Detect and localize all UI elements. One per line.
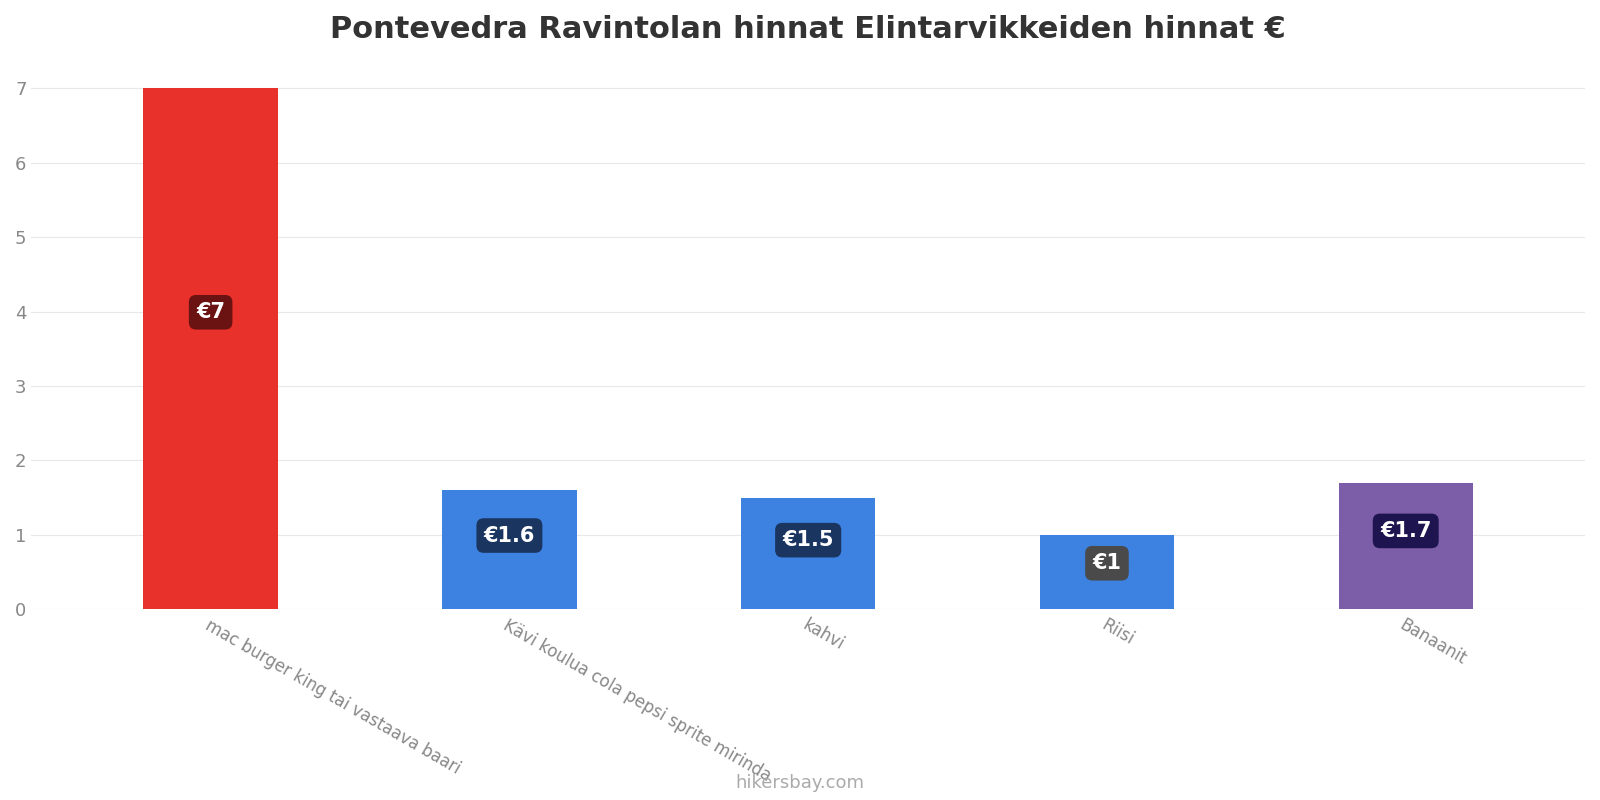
Bar xyxy=(144,88,278,610)
Text: €1.5: €1.5 xyxy=(782,530,834,550)
Bar xyxy=(1339,483,1474,610)
Text: €1.6: €1.6 xyxy=(483,526,534,546)
Bar xyxy=(442,490,576,610)
Title: Pontevedra Ravintolan hinnat Elintarvikkeiden hinnat €: Pontevedra Ravintolan hinnat Elintarvikk… xyxy=(330,15,1286,44)
Bar xyxy=(1040,535,1174,610)
Text: €7: €7 xyxy=(197,302,226,322)
Text: hikersbay.com: hikersbay.com xyxy=(736,774,864,792)
Text: €1: €1 xyxy=(1093,554,1122,574)
Bar xyxy=(741,498,875,610)
Text: €1.7: €1.7 xyxy=(1381,521,1432,541)
